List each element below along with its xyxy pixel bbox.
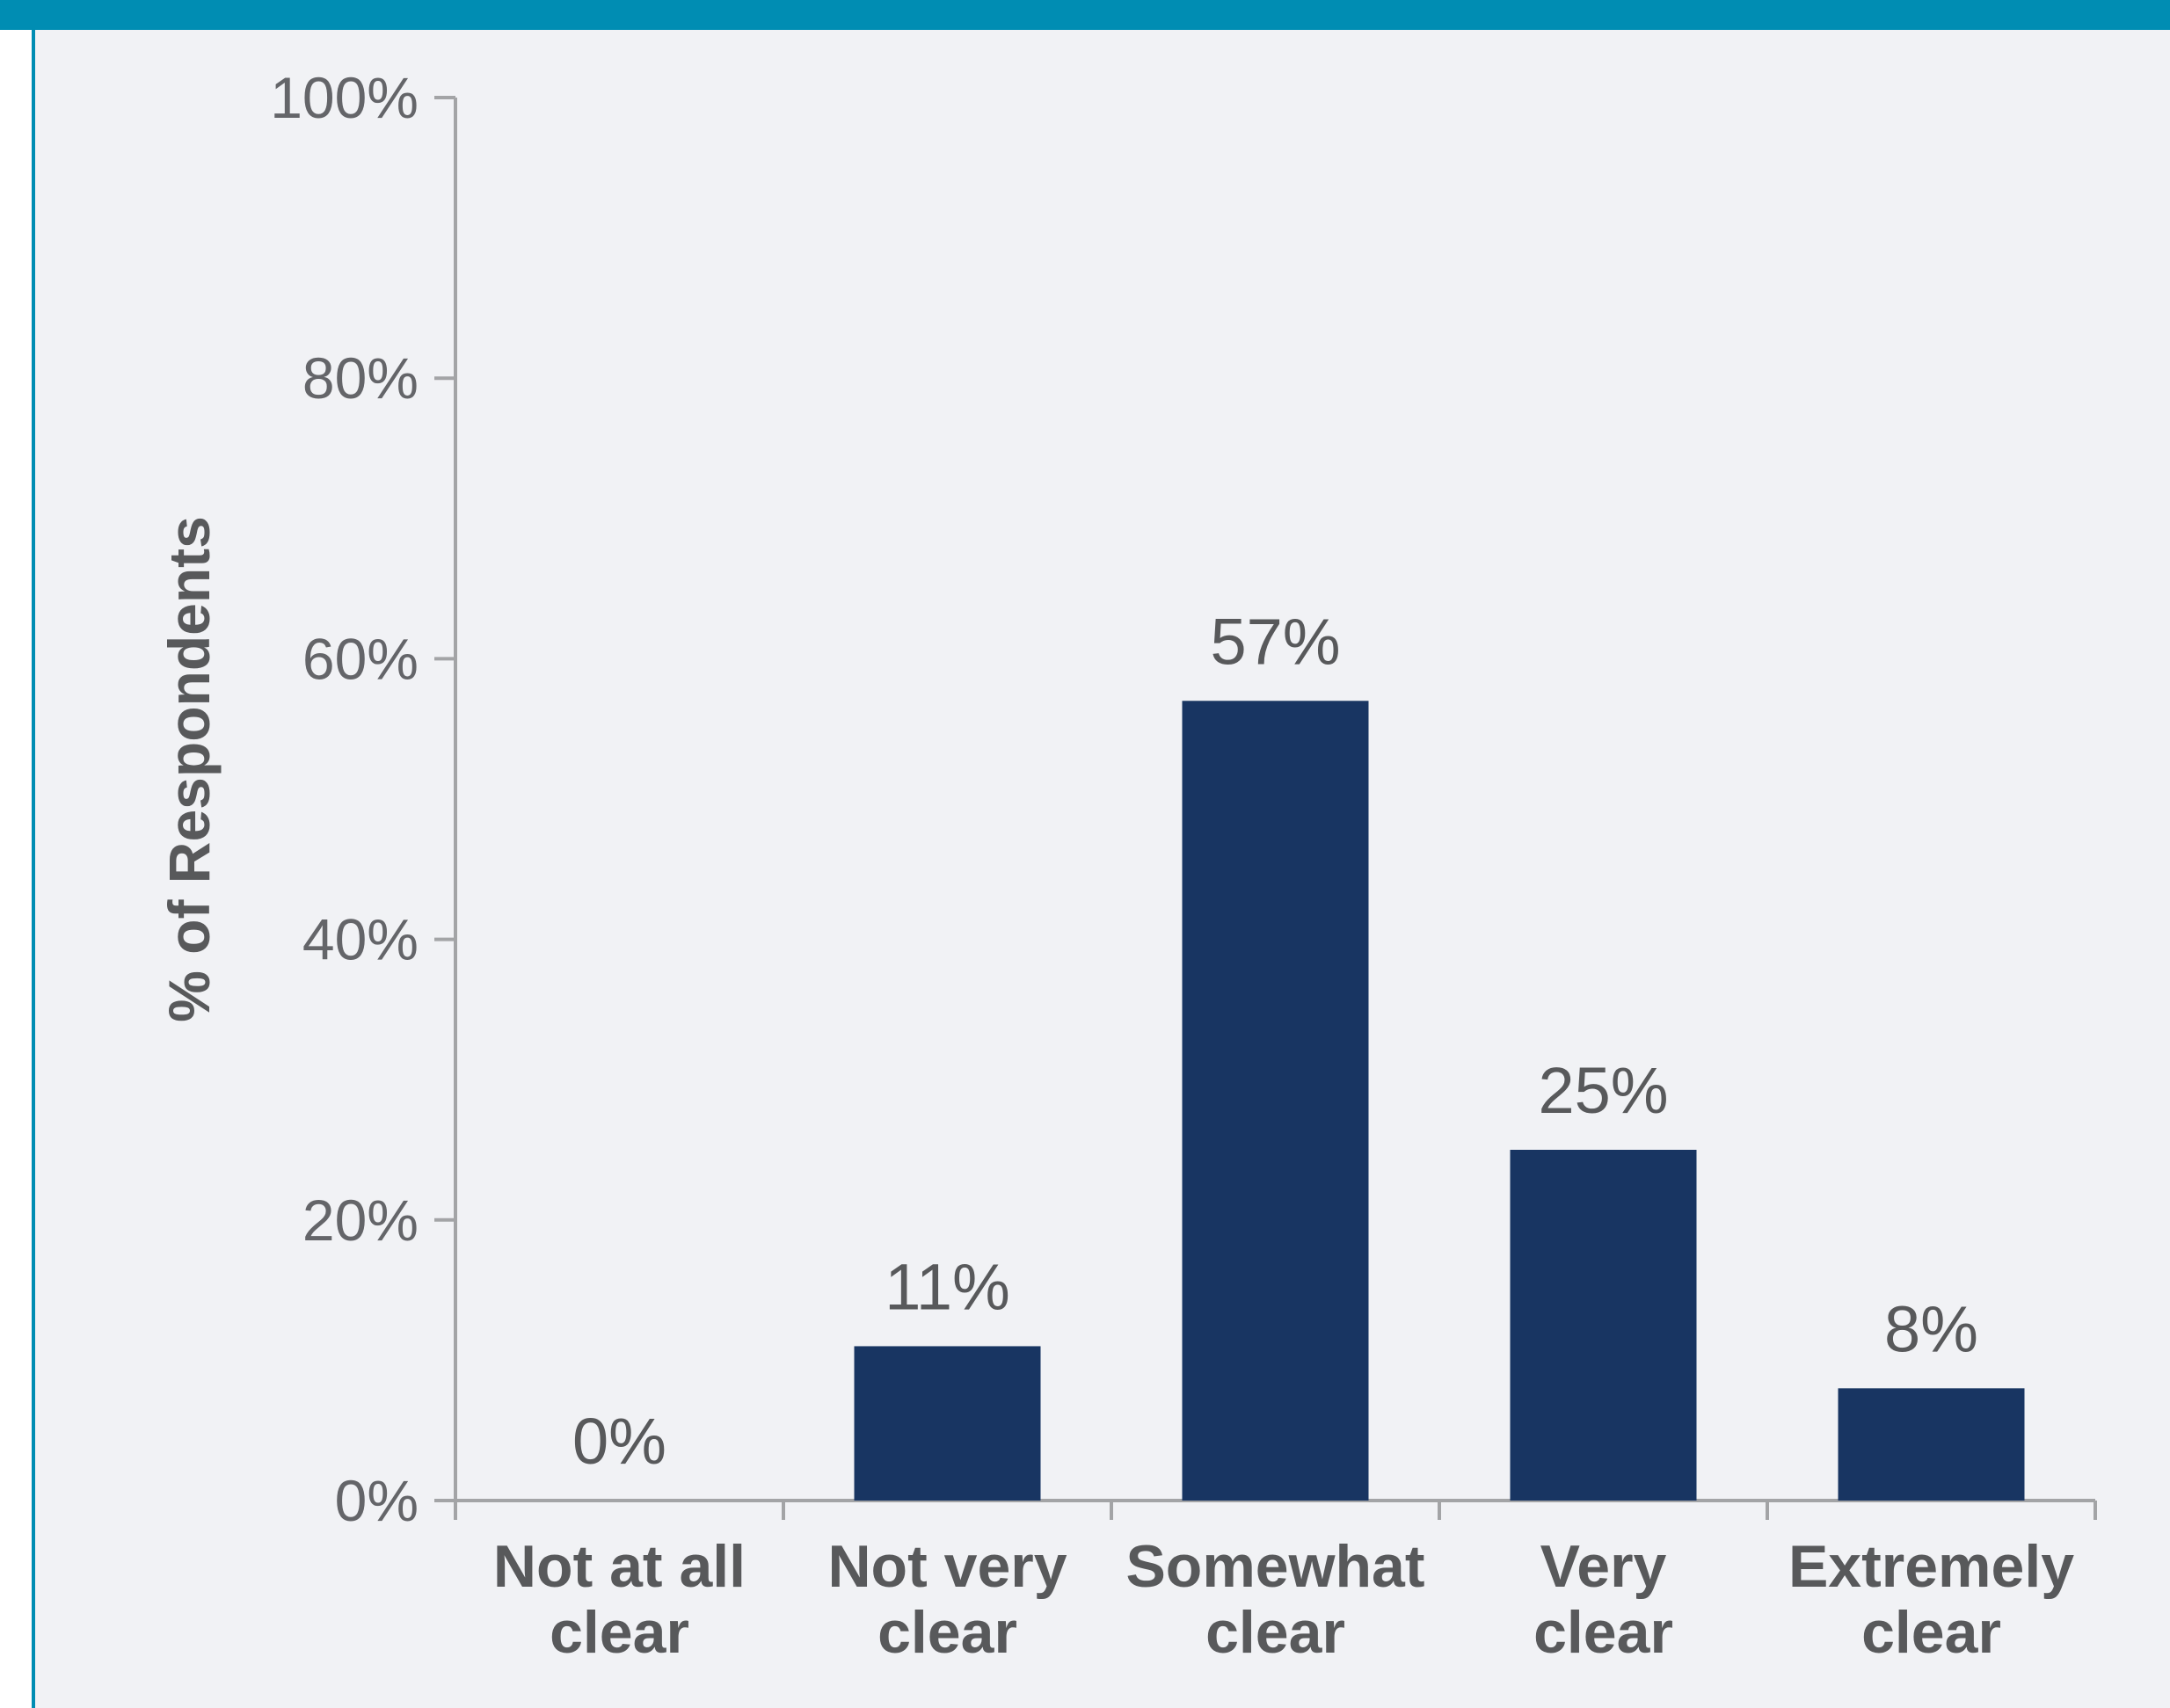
category-label: clear bbox=[1533, 1599, 1673, 1666]
data-label: 57% bbox=[1210, 605, 1340, 678]
bar-1 bbox=[854, 1346, 1041, 1501]
left-accent-rule bbox=[32, 30, 35, 1708]
category-label: Not very bbox=[827, 1533, 1067, 1600]
category-label: Somewhat bbox=[1125, 1533, 1424, 1600]
data-label: 0% bbox=[572, 1405, 666, 1478]
category-label: clear bbox=[1205, 1599, 1345, 1666]
y-tick-label: 100% bbox=[270, 65, 419, 130]
y-tick-label: 60% bbox=[302, 626, 419, 691]
y-tick-label: 80% bbox=[302, 345, 419, 411]
category-label: clear bbox=[1861, 1599, 2001, 1666]
bar-2 bbox=[1182, 701, 1369, 1501]
data-label: 25% bbox=[1538, 1054, 1668, 1127]
y-axis-title: % of Respondents bbox=[157, 516, 222, 1022]
y-tick-label: 40% bbox=[302, 907, 419, 972]
category-label: clear bbox=[877, 1599, 1017, 1666]
y-tick-label: 20% bbox=[302, 1188, 419, 1253]
y-tick-label: 0% bbox=[335, 1468, 419, 1533]
category-label: Not at all bbox=[493, 1533, 746, 1600]
category-label: Extremely bbox=[1788, 1533, 2074, 1600]
bar-4 bbox=[1838, 1388, 2025, 1501]
chart-panel bbox=[35, 30, 2170, 1708]
category-label: clear bbox=[550, 1599, 689, 1666]
data-label: 11% bbox=[885, 1250, 1010, 1323]
header-accent-bar bbox=[0, 0, 2170, 30]
data-label: 8% bbox=[1884, 1292, 1978, 1365]
bar-3 bbox=[1510, 1150, 1697, 1501]
category-label: Very bbox=[1540, 1533, 1667, 1600]
